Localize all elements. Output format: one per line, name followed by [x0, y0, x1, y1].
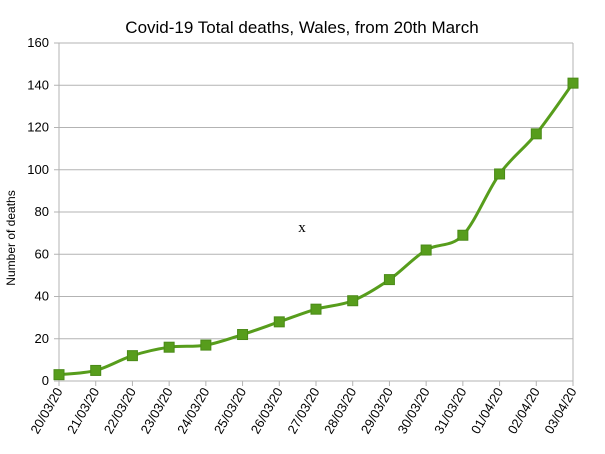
y-tick-label-120: 120	[27, 120, 49, 135]
x-tick-labels: 20/03/2021/03/2022/03/2023/03/2024/03/20…	[27, 385, 579, 436]
gridlines	[54, 42, 573, 382]
y-tick-label-140: 140	[27, 77, 49, 92]
y-tick-label-60: 60	[35, 246, 49, 261]
chart-annotation: x	[298, 220, 306, 236]
data-point-24/03/20	[200, 339, 212, 351]
data-point-28/03/20	[347, 295, 359, 307]
series-line-0	[57, 81, 575, 377]
axes	[58, 43, 574, 386]
x-tick-label-1: 21/03/20	[64, 385, 102, 436]
data-point-30/03/20	[420, 244, 432, 256]
x-tick-label-7: 27/03/20	[284, 385, 322, 436]
data-point-23/03/20	[163, 341, 175, 353]
x-tick-label-13: 02/04/20	[505, 385, 543, 436]
y-tick-label-20: 20	[35, 331, 49, 346]
data-point-01/04/20	[494, 168, 506, 180]
y-tick-label-0: 0	[42, 373, 49, 388]
x-tick-label-8: 28/03/20	[321, 385, 359, 436]
data-point-03/04/20	[567, 77, 579, 89]
x-tick-label-11: 31/03/20	[431, 385, 469, 436]
data-point-02/04/20	[530, 128, 542, 140]
x-tick-label-10: 30/03/20	[394, 385, 432, 436]
x-tick-label-3: 23/03/20	[137, 385, 175, 436]
data-point-26/03/20	[273, 316, 285, 328]
data-point-31/03/20	[457, 229, 469, 241]
x-tick-label-4: 24/03/20	[174, 385, 212, 436]
y-tick-label-160: 160	[27, 35, 49, 50]
x-tick-label-6: 26/03/20	[248, 385, 286, 436]
data-point-22/03/20	[126, 350, 138, 362]
x-tick-label-14: 03/04/20	[541, 385, 579, 436]
y-axis-label: Number of deaths	[4, 190, 18, 285]
y-tick-label-100: 100	[27, 162, 49, 177]
y-tick-labels: 0 20 40 60 80 100 120 140 160	[27, 35, 49, 388]
x-tick-label-9: 29/03/20	[358, 385, 396, 436]
y-tick-label-40: 40	[35, 289, 49, 304]
data-point-25/03/20	[237, 329, 249, 341]
chart-title: Covid-19 Total deaths, Wales, from 20th …	[125, 18, 478, 37]
x-tick-label-12: 01/04/20	[468, 385, 506, 436]
x-tick-label-2: 22/03/20	[101, 385, 139, 436]
data-point-27/03/20	[310, 303, 322, 315]
x-tick-label-0: 20/03/20	[27, 385, 65, 436]
x-tick-label-5: 25/03/20	[211, 385, 249, 436]
data-point-21/03/20	[90, 364, 102, 376]
data-point-20/03/20	[53, 369, 65, 381]
y-tick-label-80: 80	[35, 204, 49, 219]
data-point-29/03/20	[383, 274, 395, 286]
series-total-deaths	[53, 77, 579, 381]
